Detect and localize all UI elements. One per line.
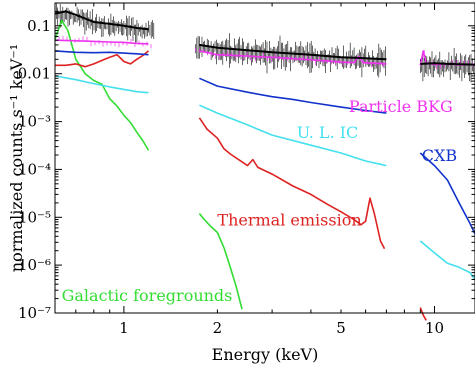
series-u-l-ic-line (419, 240, 475, 280)
y-tick-label: 0.01 (18, 65, 51, 83)
series-u-l-ic-line (199, 104, 387, 167)
y-tick-label: 10⁻⁴ (18, 160, 51, 178)
y-tick-label: 10⁻⁶ (18, 256, 51, 274)
annotation-particle-bkg: Particle BKG (349, 97, 453, 116)
series-thermal-emission-line (198, 117, 386, 250)
series-u-l-ic-line (54, 75, 149, 94)
plot-frame (54, 2, 475, 314)
series-cxb-line (199, 77, 387, 114)
series-galactic-foregrounds-line (198, 213, 243, 310)
series-thermal-emission-line (419, 307, 427, 321)
series-particle-bkg-line (199, 50, 387, 65)
series-total-model-line (420, 62, 475, 66)
series-total-model-line (54, 10, 149, 31)
series-total-model-line (199, 43, 387, 61)
series-cxb-line (419, 152, 475, 235)
annotation-thermal-emission: Thermal emission (217, 210, 361, 229)
x-tick-label: 5 (336, 319, 346, 337)
annotation-cxb: CXB (422, 146, 457, 165)
tick-marks (54, 3, 475, 314)
x-tick-label: 10 (425, 319, 444, 337)
annotation-galactic-foregrounds: Galactic foregrounds (62, 286, 233, 305)
x-tick-label: 1 (119, 319, 129, 337)
y-axis-label: normalized counts s⁻¹ keV⁻¹ (7, 44, 26, 272)
y-tick-label: 10⁻⁵ (18, 208, 51, 226)
y-tick-label: 0.1 (27, 17, 51, 35)
data-noise-layer (54, 3, 475, 83)
series-cxb-line (54, 50, 149, 56)
y-tick-label: 10⁻⁷ (18, 304, 51, 322)
series-galactic-foregrounds-line (54, 19, 150, 151)
x-tick-label: 2 (213, 319, 223, 337)
series-thermal-emission-line (55, 50, 150, 68)
annotation-u-l-ic: U. L. IC (297, 123, 359, 142)
model-curves-layer (54, 10, 475, 321)
x-axis-label: Energy (keV) (212, 345, 319, 364)
series-particle-bkg-line (54, 39, 149, 45)
tick-labels: 0.1 0.01 10⁻³ 10⁻⁴ 10⁻⁵ 10⁻⁶ 10⁻⁷ 1 2 5 10 (18, 17, 444, 337)
y-tick-label: 10⁻³ (18, 113, 51, 131)
annotations-layer: Particle BKG U. L. IC CXB Thermal emission G… (62, 97, 458, 305)
